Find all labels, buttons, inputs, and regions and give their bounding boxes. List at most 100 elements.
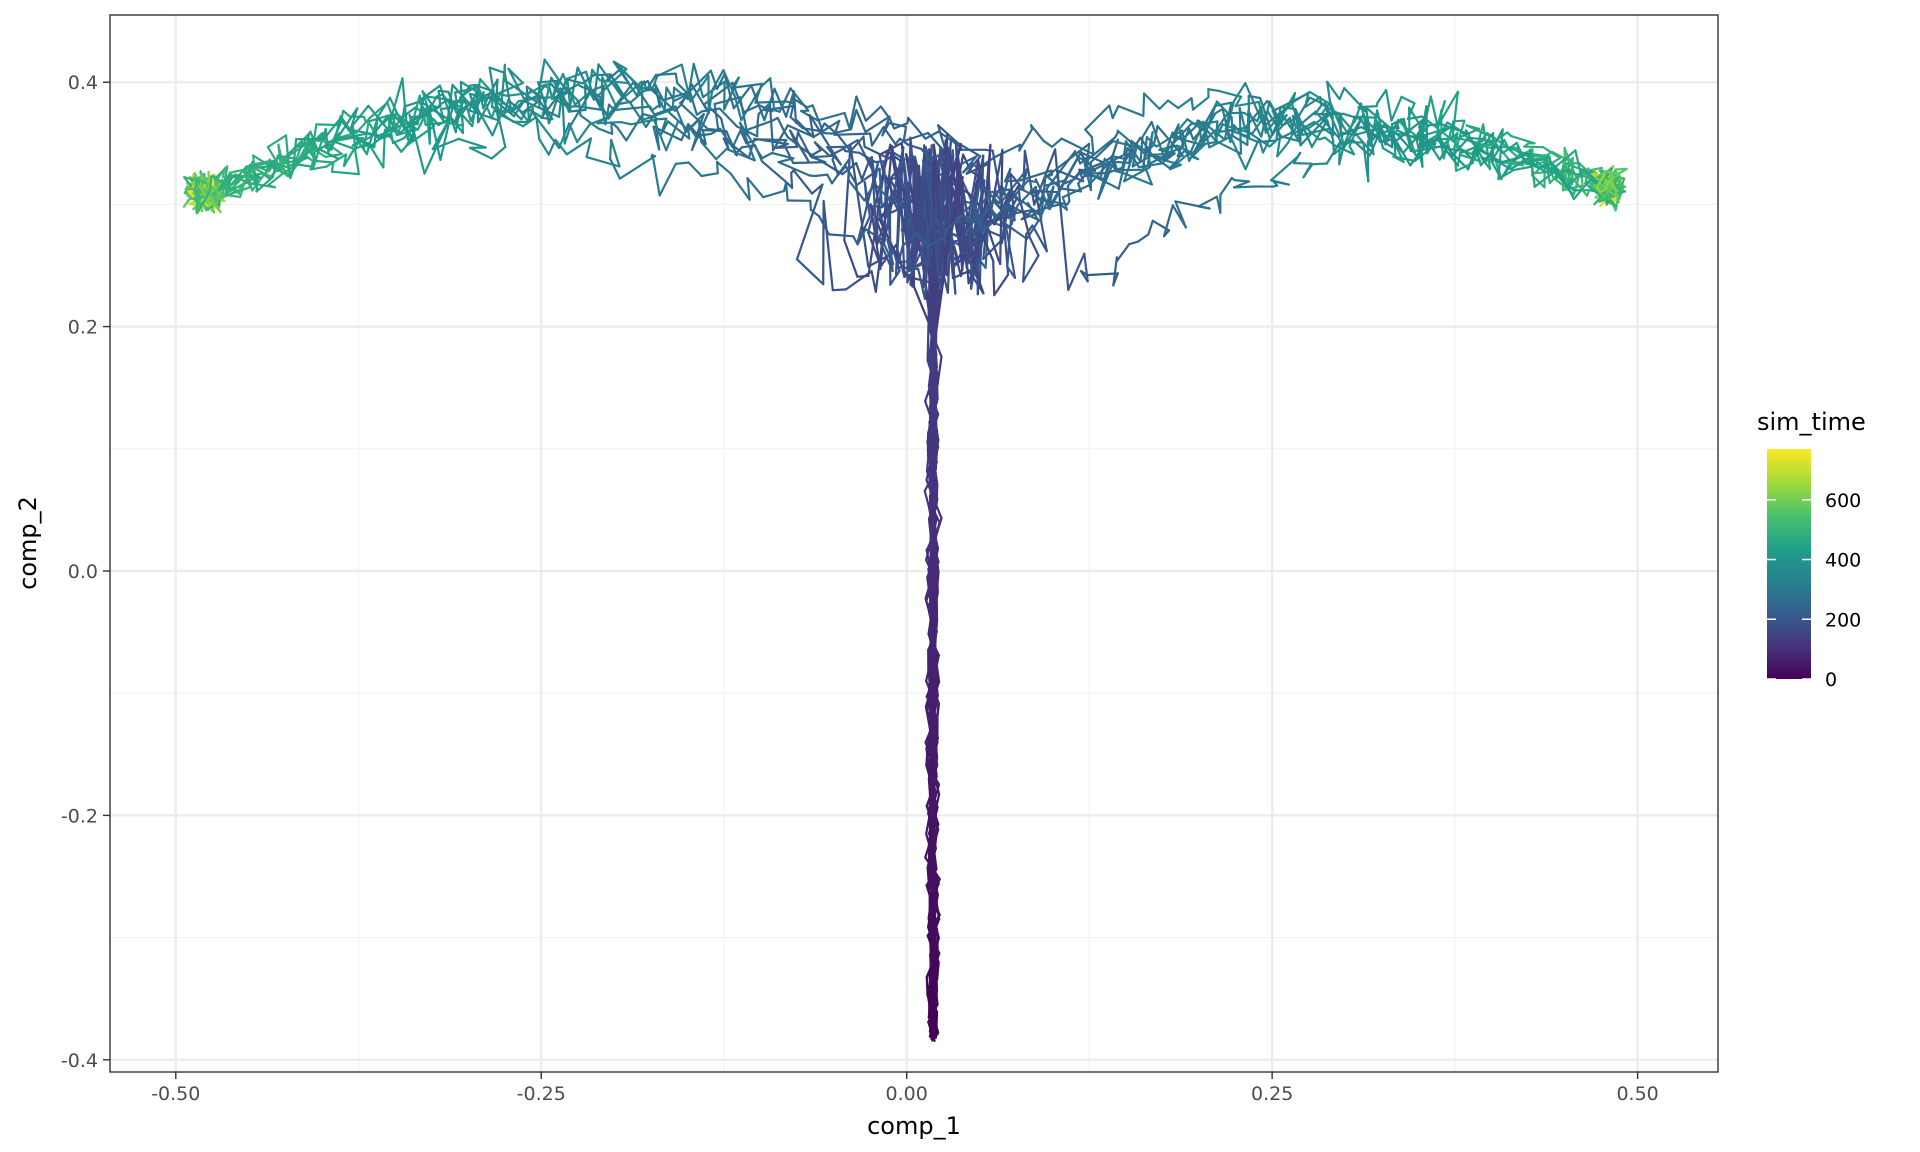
trajectory-segment <box>1455 156 1470 171</box>
trajectory-segment <box>1219 126 1250 133</box>
trajectory-segment <box>1108 104 1114 120</box>
trajectory-segment <box>946 214 964 231</box>
trajectory-segment <box>761 151 774 160</box>
trajectory-segment <box>468 92 479 97</box>
trajectory-segment <box>870 270 877 293</box>
trajectory-segment <box>457 137 487 149</box>
trajectory-segment <box>942 228 949 239</box>
trajectory-segment <box>1392 155 1417 163</box>
trajectory-segment <box>977 198 997 224</box>
trajectory-segment <box>1342 112 1363 121</box>
trajectory-segment <box>1213 112 1229 134</box>
trajectory-segment <box>1214 107 1224 115</box>
trajectory-segment <box>1269 155 1299 182</box>
trajectory-segment <box>836 133 852 153</box>
trajectory-segment <box>928 397 933 425</box>
trajectory-segment <box>830 158 851 185</box>
trajectory-segment <box>1294 127 1307 138</box>
trajectory-segment <box>594 63 600 93</box>
trajectory-segment <box>856 228 867 246</box>
trajectory-segment <box>896 266 920 271</box>
trajectory-segment <box>1144 143 1156 154</box>
trajectory-segment <box>934 444 938 471</box>
trajectory-segment <box>612 60 638 97</box>
trajectory-segment <box>906 116 927 140</box>
trajectory-segment <box>417 84 442 103</box>
trajectory-segment <box>931 370 935 393</box>
trajectory-segment <box>446 83 454 120</box>
trajectory-segment <box>1420 137 1440 147</box>
trajectory-segment <box>554 91 569 101</box>
trajectory-segment <box>927 337 933 366</box>
trajectory-segment <box>674 72 679 85</box>
trajectory-segment <box>267 172 284 187</box>
trajectory-segment <box>833 132 872 136</box>
trajectory-segment <box>929 466 937 491</box>
trajectory-segment <box>1260 100 1271 138</box>
trajectory-segment <box>929 398 939 425</box>
trajectory-segment <box>370 114 389 138</box>
trajectory-segment <box>494 93 523 121</box>
trajectory-segment <box>1180 129 1191 162</box>
trajectory-segment <box>1116 129 1148 157</box>
trajectory-segment <box>1503 138 1510 151</box>
trajectory-segment <box>1357 105 1378 109</box>
trajectory-segment <box>735 125 759 138</box>
trajectory-segment <box>525 85 531 124</box>
trajectory-segment <box>930 523 937 548</box>
trajectory-segment <box>654 83 661 109</box>
trajectory-segment <box>822 131 834 135</box>
legend-tick-label: 400 <box>1825 550 1861 572</box>
trajectory-segment <box>795 119 815 139</box>
trajectory-segment <box>1290 111 1297 134</box>
trajectory-segment <box>606 81 635 118</box>
trajectory-segment <box>935 570 940 597</box>
trajectory-segment <box>755 120 759 138</box>
trajectory-segment <box>926 441 933 462</box>
trajectory-segment <box>1123 149 1136 183</box>
trajectory-segment <box>711 69 725 92</box>
trajectory-segment <box>718 107 739 128</box>
trajectory-segment <box>1268 100 1284 127</box>
trajectory-segment <box>618 155 657 180</box>
trajectory-segment <box>882 160 894 273</box>
trajectory-segment <box>1162 204 1174 238</box>
trajectory-segment <box>973 198 996 226</box>
y-tick-label: -0.2 <box>61 805 98 827</box>
trajectory-segment <box>437 89 450 94</box>
trajectory-segment <box>1292 162 1313 165</box>
trajectory-segment <box>1128 240 1139 246</box>
trajectory-segment <box>997 186 1007 205</box>
trajectory-segment <box>715 73 726 91</box>
trajectory-segment <box>1512 165 1533 172</box>
trajectory-segment <box>831 158 840 177</box>
trajectory-segment <box>927 849 937 871</box>
trajectory-segment <box>870 156 878 234</box>
minor-grid <box>110 15 1718 1072</box>
trajectory-segment <box>923 489 932 515</box>
trajectory-segment <box>849 135 865 153</box>
trajectory-segment <box>1493 159 1512 171</box>
trajectory-segment <box>365 129 375 156</box>
trajectory-segment <box>1452 132 1459 151</box>
trajectory-segment <box>1158 99 1170 111</box>
trajectory-segment <box>1256 139 1276 144</box>
trajectory-segment <box>355 116 371 134</box>
trajectory-segment <box>585 137 593 159</box>
trajectory-segment <box>651 74 659 90</box>
trajectory-segment <box>864 105 883 122</box>
trajectory-segment <box>1388 129 1412 167</box>
trajectory-segment <box>1196 119 1209 127</box>
trajectory-segment <box>1232 82 1247 103</box>
trajectory-segment <box>1299 110 1317 126</box>
trajectory-segment <box>926 557 936 579</box>
trajectory-segment <box>1427 122 1442 127</box>
trajectory-segment <box>1018 128 1034 152</box>
trajectory-segment <box>662 90 692 102</box>
trajectory-segment <box>1353 115 1376 119</box>
trajectory-segment <box>1178 118 1189 130</box>
trajectory-segment <box>1139 136 1150 151</box>
trajectory-segment <box>1029 189 1061 194</box>
trajectory-segment <box>1257 100 1267 134</box>
trajectory-segment <box>1572 178 1592 201</box>
